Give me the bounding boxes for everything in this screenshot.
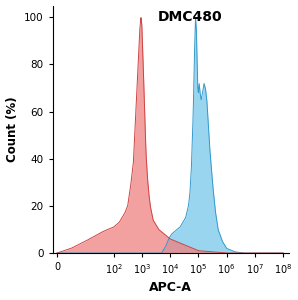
X-axis label: APC-A: APC-A xyxy=(149,281,192,294)
Y-axis label: Count (%): Count (%) xyxy=(6,97,18,162)
Text: DMC480: DMC480 xyxy=(158,10,222,24)
